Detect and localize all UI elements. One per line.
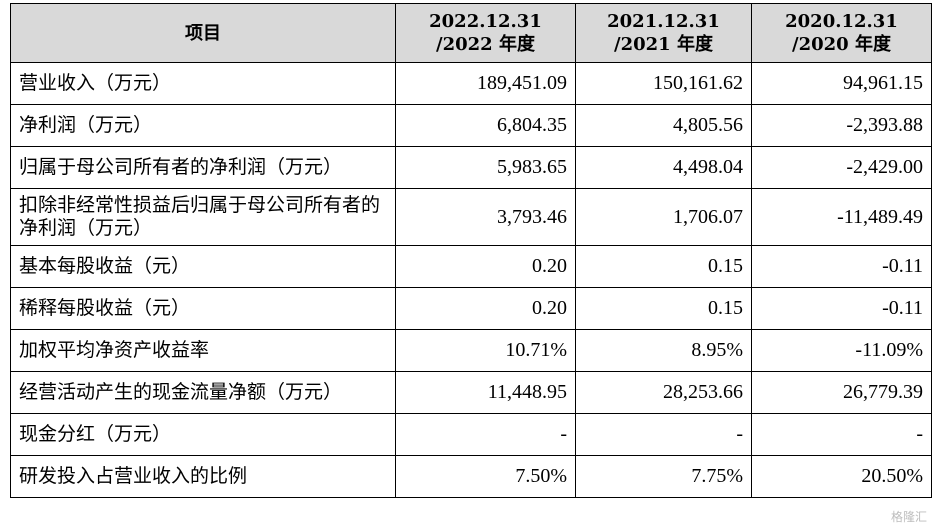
cell-2021: 1,706.07: [575, 188, 752, 246]
watermark: 格隆汇: [890, 510, 927, 524]
header-row: 项目 2022.12.31 /2022 年度 2021.12.31 /2021 …: [10, 3, 932, 63]
cell-2021: 7.75%: [575, 455, 752, 498]
cell-2021: 28,253.66: [575, 371, 752, 414]
table-row: 研发投入占营业收入的比例 7.50% 7.75% 20.50%: [10, 455, 932, 498]
row-label: 研发投入占营业收入的比例: [10, 455, 396, 498]
cell-2022: 189,451.09: [395, 62, 576, 105]
cell-2022: 3,793.46: [395, 188, 576, 246]
table-row: 基本每股收益（元） 0.20 0.15 -0.11: [10, 245, 932, 288]
cell-2020: -0.11: [751, 245, 932, 288]
table-row: 归属于母公司所有者的净利润（万元） 5,983.65 4,498.04 -2,4…: [10, 146, 932, 189]
header-year-2022: 2022.12.31 /2022 年度: [395, 3, 576, 63]
table-row: 营业收入（万元） 189,451.09 150,161.62 94,961.15: [10, 62, 932, 105]
row-label: 稀释每股收益（元）: [10, 287, 396, 330]
cell-2020: 26,779.39: [751, 371, 932, 414]
cell-2022: 0.20: [395, 245, 576, 288]
table-row: 现金分红（万元） - - -: [10, 413, 932, 456]
header-item: 项目: [10, 3, 396, 63]
financial-table-container: 项目 2022.12.31 /2022 年度 2021.12.31 /2021 …: [10, 3, 932, 498]
cell-2021: 4,498.04: [575, 146, 752, 189]
cell-2021: 8.95%: [575, 329, 752, 372]
cell-2022: 11,448.95: [395, 371, 576, 414]
cell-2021: 0.15: [575, 287, 752, 330]
cell-2020: -: [751, 413, 932, 456]
cell-2022: 10.71%: [395, 329, 576, 372]
header-item-label: 项目: [185, 22, 221, 44]
cell-2020: -11,489.49: [751, 188, 932, 246]
table-row: 经营活动产生的现金流量净额（万元） 11,448.95 28,253.66 26…: [10, 371, 932, 414]
header-date: 2020.12.31: [785, 11, 898, 32]
cell-2022: -: [395, 413, 576, 456]
header-date: 2021.12.31: [607, 11, 720, 32]
cell-2022: 0.20: [395, 287, 576, 330]
financial-summary-table: 项目 2022.12.31 /2022 年度 2021.12.31 /2021 …: [10, 3, 932, 498]
row-label: 营业收入（万元）: [10, 62, 396, 105]
cell-2020: 94,961.15: [751, 62, 932, 105]
cell-2021: 4,805.56: [575, 104, 752, 147]
table-row: 稀释每股收益（元） 0.20 0.15 -0.11: [10, 287, 932, 330]
row-label: 净利润（万元）: [10, 104, 396, 147]
table-row: 扣除非经常性损益后归属于母公司所有者的净利润（万元） 3,793.46 1,70…: [10, 188, 932, 246]
cell-2020: -0.11: [751, 287, 932, 330]
row-label: 加权平均净资产收益率: [10, 329, 396, 372]
header-fiscal-year: /2022 年度: [436, 34, 535, 55]
row-label: 归属于母公司所有者的净利润（万元）: [10, 146, 396, 189]
row-label: 基本每股收益（元）: [10, 245, 396, 288]
table-row: 净利润（万元） 6,804.35 4,805.56 -2,393.88: [10, 104, 932, 147]
cell-2022: 7.50%: [395, 455, 576, 498]
cell-2022: 5,983.65: [395, 146, 576, 189]
header-year-2020: 2020.12.31 /2020 年度: [751, 3, 932, 63]
cell-2022: 6,804.35: [395, 104, 576, 147]
header-year-2021: 2021.12.31 /2021 年度: [575, 3, 752, 63]
table-row: 加权平均净资产收益率 10.71% 8.95% -11.09%: [10, 329, 932, 372]
cell-2021: 0.15: [575, 245, 752, 288]
cell-2021: -: [575, 413, 752, 456]
row-label: 扣除非经常性损益后归属于母公司所有者的净利润（万元）: [10, 188, 396, 246]
row-label: 现金分红（万元）: [10, 413, 396, 456]
header-fiscal-year: /2020 年度: [792, 34, 891, 55]
cell-2020: -2,429.00: [751, 146, 932, 189]
header-date: 2022.12.31: [429, 11, 542, 32]
header-fiscal-year: /2021 年度: [614, 34, 713, 55]
cell-2020: -11.09%: [751, 329, 932, 372]
cell-2021: 150,161.62: [575, 62, 752, 105]
cell-2020: -2,393.88: [751, 104, 932, 147]
cell-2020: 20.50%: [751, 455, 932, 498]
row-label: 经营活动产生的现金流量净额（万元）: [10, 371, 396, 414]
